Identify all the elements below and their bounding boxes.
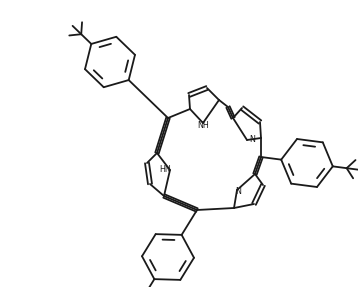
Text: HN: HN [159,164,171,174]
Text: N: N [235,187,241,197]
Text: N: N [249,135,255,144]
Text: NH: NH [197,121,209,129]
